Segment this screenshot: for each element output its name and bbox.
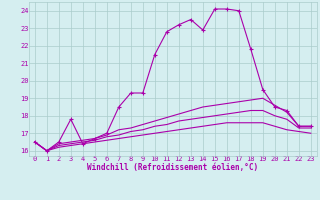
X-axis label: Windchill (Refroidissement éolien,°C): Windchill (Refroidissement éolien,°C) xyxy=(87,163,258,172)
